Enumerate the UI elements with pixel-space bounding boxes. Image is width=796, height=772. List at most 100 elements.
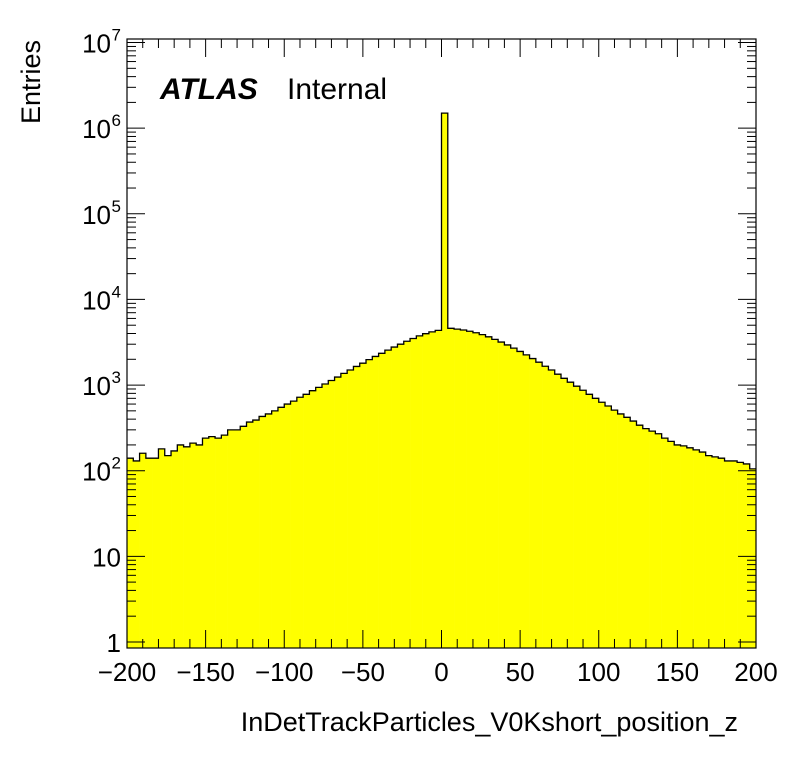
histogram-bar — [328, 380, 335, 648]
y-tick-exponent: 2 — [112, 454, 121, 473]
y-axis-title: Entries — [16, 40, 46, 124]
histogram-bar — [605, 405, 612, 648]
histogram-bar — [460, 329, 467, 648]
y-tick-label: 1 — [107, 628, 121, 658]
histogram-bar — [221, 435, 228, 648]
x-tick-label: −50 — [341, 657, 385, 687]
histogram-bar — [397, 344, 405, 648]
histogram-bar — [366, 359, 373, 648]
histogram-bar — [655, 433, 662, 648]
histogram-bar — [315, 387, 323, 648]
y-tick-exponent: 5 — [112, 197, 121, 216]
y-tick-label: 10 — [82, 114, 111, 144]
histogram-bar — [535, 362, 543, 648]
histogram-bar — [353, 366, 361, 648]
histogram-bar — [491, 339, 499, 648]
x-tick-label: 50 — [506, 657, 535, 687]
x-tick-label: −100 — [255, 657, 314, 687]
histogram-bar — [435, 330, 442, 648]
histogram-bar — [171, 450, 178, 648]
histogram-bar — [259, 416, 266, 648]
histogram-bar — [145, 458, 153, 648]
histogram-bar — [586, 394, 593, 648]
histogram-bar — [158, 448, 166, 648]
histogram-outline — [127, 112, 756, 470]
histogram-bar — [542, 366, 549, 648]
y-tick-exponent: 3 — [112, 368, 121, 387]
histogram-bar — [649, 431, 656, 648]
histogram-bar — [240, 426, 247, 648]
histogram-bar — [498, 342, 505, 648]
histogram-bar — [472, 332, 480, 648]
y-tick-exponent: 7 — [112, 26, 121, 45]
y-tick-label: 10 — [82, 457, 111, 487]
y-tick-label: 10 — [82, 285, 111, 315]
histogram-bar — [309, 390, 316, 648]
histogram-bar — [403, 341, 411, 648]
plot-frame — [126, 38, 757, 649]
x-tick-label: −200 — [98, 657, 157, 687]
histogram-bar — [718, 458, 725, 648]
histogram-bar — [573, 386, 581, 648]
histogram-bar — [177, 444, 184, 648]
y-tick-label: 10 — [82, 29, 111, 59]
histogram-bar — [667, 441, 675, 648]
x-tick-label: 150 — [656, 657, 699, 687]
histogram-bar — [290, 401, 298, 648]
x-tick-label: 100 — [577, 657, 620, 687]
histogram-bar — [359, 363, 367, 648]
histogram-bar — [617, 413, 625, 648]
histogram-bar — [284, 404, 291, 648]
histogram-bar — [196, 444, 203, 648]
histogram-bar — [321, 383, 329, 648]
histogram-bars — [127, 112, 757, 649]
histogram-bar — [372, 356, 379, 648]
histogram-bar — [227, 429, 235, 648]
histogram-bar — [680, 445, 688, 648]
histogram-bar — [246, 422, 254, 648]
histogram-bar — [516, 351, 524, 648]
histogram-bar — [705, 455, 713, 648]
histogram-bar — [567, 382, 574, 648]
histogram-bar — [623, 417, 631, 648]
histogram-bar — [529, 358, 537, 648]
histogram-bar — [303, 394, 310, 648]
histogram-bar — [699, 452, 706, 648]
histogram-bar — [139, 453, 147, 648]
histogram-bar — [504, 344, 511, 648]
histogram-bar — [661, 438, 669, 648]
histogram-bar — [202, 438, 210, 648]
histogram-bar — [233, 429, 241, 648]
histogram-bar — [686, 447, 694, 648]
y-tick-exponent: 4 — [112, 282, 121, 301]
histogram-bar — [636, 425, 644, 648]
histogram-bar — [441, 113, 449, 649]
histogram-bar — [561, 378, 568, 648]
histogram-bar — [479, 334, 486, 648]
histogram-bar — [215, 438, 222, 648]
histogram-bar — [271, 410, 279, 648]
x-axis-title: InDetTrackParticles_V0Kshort_position_z — [241, 707, 738, 737]
y-tick-exponent: 6 — [112, 111, 121, 130]
x-tick-label: 200 — [734, 657, 777, 687]
x-tick-label: 0 — [434, 657, 448, 687]
histogram-bar — [378, 353, 386, 648]
histogram-bar — [428, 331, 436, 648]
histogram-bar — [642, 428, 650, 648]
histogram-bar — [410, 338, 417, 648]
histogram-bar — [592, 398, 600, 648]
y-tick-label: 10 — [92, 542, 121, 572]
x-tick-label: −150 — [176, 657, 235, 687]
histogram-bar — [164, 455, 172, 648]
histogram-bar — [183, 446, 191, 648]
histogram-bar — [422, 333, 430, 648]
histogram-bar — [466, 331, 474, 648]
histogram-bar — [189, 443, 197, 648]
histogram-bar — [711, 456, 719, 648]
histogram-bar — [447, 328, 455, 648]
histogram-bar — [749, 468, 757, 648]
histogram-bar — [416, 335, 423, 648]
histogram-bar — [693, 449, 700, 648]
